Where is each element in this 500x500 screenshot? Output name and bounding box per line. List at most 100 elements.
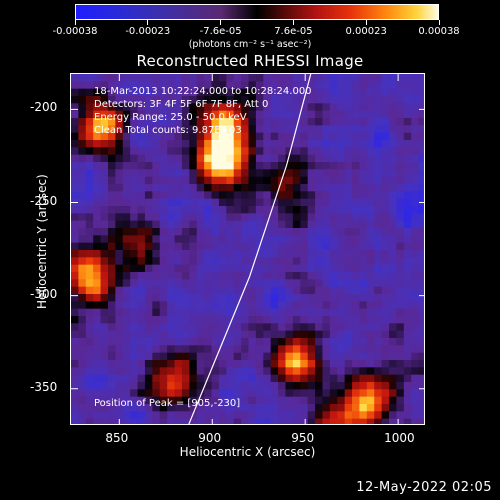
heatmap-cell [396, 198, 405, 207]
heatmap-cell [107, 360, 116, 368]
heatmap-cell [418, 103, 424, 112]
heatmap-cell [226, 206, 235, 214]
heatmap-cell [241, 301, 249, 310]
heatmap-cell [189, 308, 198, 317]
heatmap-cell [270, 352, 279, 361]
heatmap-cell [248, 147, 257, 156]
heatmap-cell [93, 389, 101, 398]
heatmap-cell [196, 272, 205, 280]
heatmap-cell [196, 257, 205, 266]
heatmap-cell [181, 345, 190, 354]
heatmap-cell [322, 396, 331, 405]
heatmap-cell [403, 382, 412, 390]
heatmap-cell [226, 345, 235, 354]
heatmap-cell [78, 294, 87, 302]
heatmap-cell [152, 382, 161, 390]
heatmap-cell [196, 345, 205, 354]
heatmap-cell [122, 242, 131, 251]
heatmap-cell [411, 242, 420, 251]
heatmap-cell [300, 286, 309, 295]
heatmap-cell [337, 264, 346, 273]
heatmap-cell [381, 110, 390, 119]
heatmap-cell [322, 103, 331, 112]
heatmap-cell [218, 272, 227, 280]
heatmap-cell [396, 279, 405, 288]
heatmap-cell [152, 96, 161, 104]
heatmap-cell [285, 118, 294, 126]
heatmap-cell [122, 125, 131, 134]
heatmap-cell [329, 323, 338, 332]
x-tick-label: 850 [105, 431, 129, 445]
heatmap-cell [137, 235, 146, 244]
heatmap-cell [255, 382, 264, 390]
heatmap-cell [218, 176, 227, 185]
heatmap-cell [278, 228, 286, 236]
heatmap-cell [211, 352, 220, 361]
heatmap-cell [137, 250, 146, 258]
heatmap-cell [181, 338, 190, 346]
heatmap-cell [366, 382, 375, 390]
heatmap-cell [181, 162, 190, 170]
heatmap-cell [359, 96, 368, 104]
heatmap-cell [396, 360, 405, 368]
heatmap-cell [292, 418, 301, 424]
heatmap-cell [381, 235, 390, 244]
heatmap-cell [366, 316, 375, 324]
heatmap-cell [374, 147, 383, 156]
heatmap-cell [292, 389, 301, 398]
heatmap-cell [181, 235, 190, 244]
heatmap-cell [270, 169, 279, 178]
heatmap-cell [366, 418, 375, 424]
heatmap-cell [144, 235, 153, 244]
heatmap-cell [322, 213, 331, 222]
heatmap-cell [159, 110, 168, 119]
heatmap-cell [374, 103, 383, 112]
heatmap-cell [359, 74, 368, 82]
heatmap-cell [315, 88, 323, 97]
heatmap-cell [144, 418, 153, 424]
heatmap-cell [396, 184, 405, 192]
heatmap-cell [315, 404, 323, 412]
heatmap-cell [403, 96, 412, 104]
heatmap-cell [85, 308, 94, 317]
heatmap-cell [130, 404, 138, 412]
heatmap-cell [344, 228, 353, 236]
heatmap-cell [152, 206, 161, 214]
heatmap-cell [122, 360, 131, 368]
heatmap-cell [226, 396, 235, 405]
heatmap-cell [159, 330, 168, 339]
heatmap-cell [137, 272, 146, 280]
heatmap-cell [352, 301, 360, 310]
heatmap-cell [211, 301, 220, 310]
heatmap-cell [418, 272, 424, 280]
heatmap-cell [211, 103, 220, 112]
heatmap-cell [107, 382, 116, 390]
heatmap-cell [381, 176, 390, 185]
heatmap-cell [167, 228, 175, 236]
heatmap-cell [300, 191, 309, 200]
heatmap-cell [270, 382, 279, 390]
heatmap-cell [122, 272, 131, 280]
heatmap-cell [307, 118, 316, 126]
heatmap-cell [389, 360, 397, 368]
heatmap-cell [100, 213, 109, 222]
heatmap-cell [204, 323, 212, 332]
heatmap-cell [167, 286, 175, 295]
heatmap-cell [389, 206, 397, 214]
heatmap-cell [181, 294, 190, 302]
heatmap-cell [159, 118, 168, 126]
heatmap-cell [71, 169, 79, 178]
heatmap-cell [359, 191, 368, 200]
heatmap-cell [270, 118, 279, 126]
heatmap-cell [315, 330, 323, 339]
heatmap-cell [78, 132, 87, 141]
heatmap-cell [107, 147, 116, 156]
heatmap-cell [85, 220, 94, 229]
heatmap-cell [300, 316, 309, 324]
heatmap-cell [196, 228, 205, 236]
heatmap-cell [115, 132, 124, 141]
heatmap-cell [107, 176, 116, 185]
heatmap-cell [396, 396, 405, 405]
heatmap-cell [418, 96, 424, 104]
heatmap-cell [285, 367, 294, 376]
